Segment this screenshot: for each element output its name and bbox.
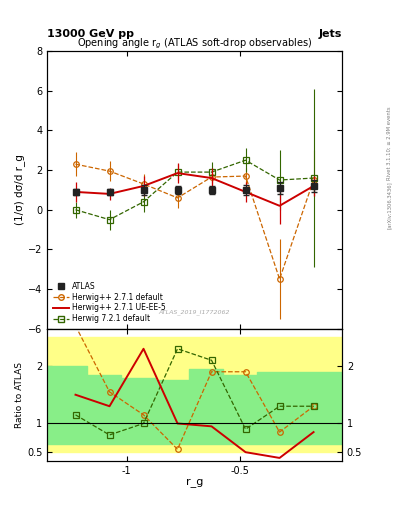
Y-axis label: Ratio to ATLAS: Ratio to ATLAS (15, 362, 24, 428)
Legend: ATLAS, Herwig++ 2.7.1 default, Herwig++ 2.7.1 UE-EE-5, Herwig 7.2.1 default: ATLAS, Herwig++ 2.7.1 default, Herwig++ … (51, 280, 168, 325)
Title: Opening angle r$_g$ (ATLAS soft-drop observables): Opening angle r$_g$ (ATLAS soft-drop obs… (77, 37, 312, 51)
Text: 13000 GeV pp: 13000 GeV pp (47, 29, 134, 39)
Text: ATLAS_2019_I1772062: ATLAS_2019_I1772062 (159, 309, 230, 315)
Text: [arXiv:1306.3436]: [arXiv:1306.3436] (387, 181, 392, 229)
Text: Jets: Jets (319, 29, 342, 39)
X-axis label: r_g: r_g (186, 478, 203, 488)
Text: Rivet 3.1.10; ≥ 2.9M events: Rivet 3.1.10; ≥ 2.9M events (387, 106, 392, 180)
Y-axis label: (1/σ) dσ/d r_g: (1/σ) dσ/d r_g (14, 155, 25, 225)
